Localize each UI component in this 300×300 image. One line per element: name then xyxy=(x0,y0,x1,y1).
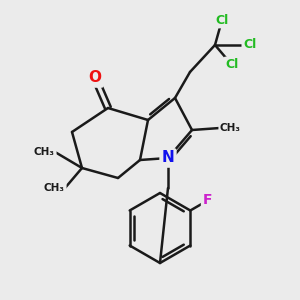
Text: CH₃: CH₃ xyxy=(34,147,55,157)
Text: CH₃: CH₃ xyxy=(220,123,241,133)
Text: CH₃: CH₃ xyxy=(44,183,65,193)
Text: Cl: Cl xyxy=(215,14,229,26)
Text: N: N xyxy=(162,151,174,166)
Text: O: O xyxy=(88,70,101,86)
Text: F: F xyxy=(203,194,212,208)
Text: Cl: Cl xyxy=(225,58,239,71)
Text: Cl: Cl xyxy=(243,38,256,52)
